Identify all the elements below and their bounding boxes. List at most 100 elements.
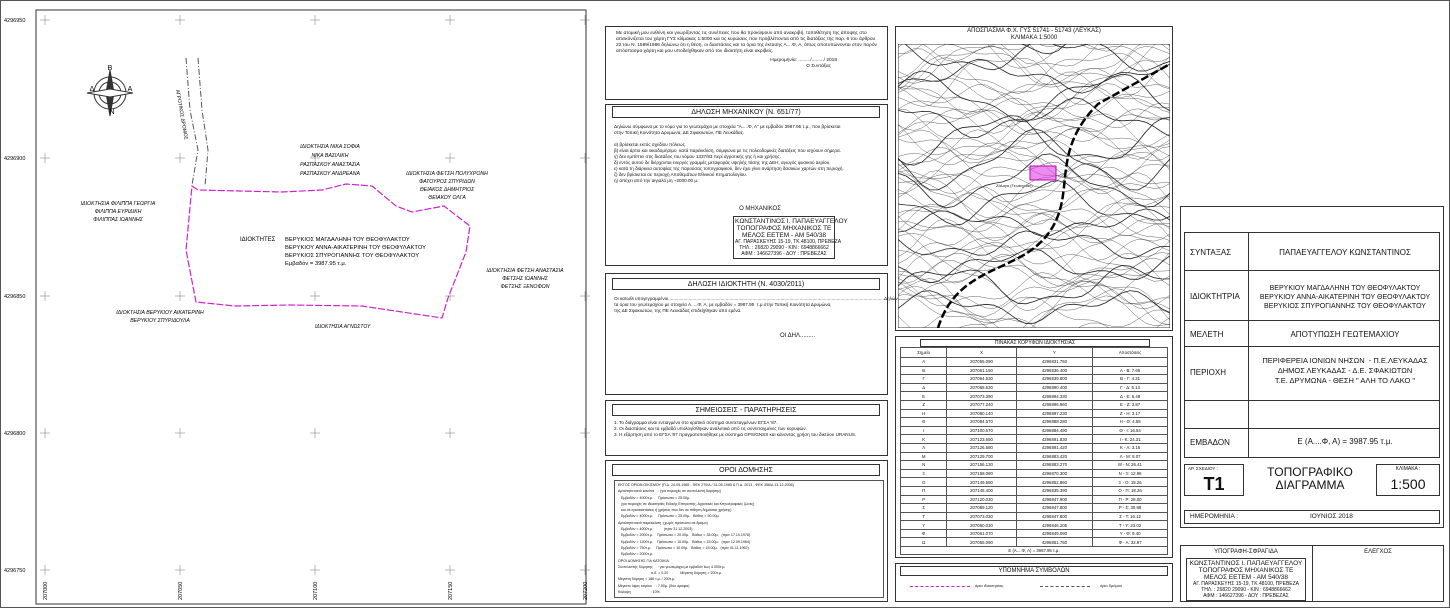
owner-label: ΒΕΡΥΚΙΟΥ ΣΠΥΡΙΔΟΥΛΑ <box>130 318 190 324</box>
owner-label: ΙΔΙΟΚΤΗΣΙΑ ΦΕΤΣΗ ΑΝΑΣΤΑΣΙΑ <box>486 268 564 274</box>
map-box <box>895 26 1173 331</box>
title-grid <box>1184 232 1440 458</box>
contour <box>898 127 1170 160</box>
vertex-row: Λ 207126.580 4296891.420 Κ - Λ: 3.16 <box>899 442 1168 453</box>
y-coord-label: 4296800 <box>4 431 25 437</box>
vertex-cell: 4296839.800 <box>1015 374 1094 384</box>
vertex-cell: 4296831.750 <box>1015 357 1094 367</box>
text-line: ΒΕΡΥΚΙΟΣ ΣΠΥΡΟΓΙΑΝΝΗΣ ΤΟΥ ΘΕΟΦΥΛΑΚΤΟΥ <box>1264 303 1426 310</box>
table-footer: Ε (Α....Φ, Α) = 3987.95 τ.μ. <box>900 546 1168 556</box>
drawing-no-box <box>1184 464 1244 496</box>
y-coord-label: 4296750 <box>4 568 25 574</box>
vertex-cell: 207120.030 <box>946 494 1017 505</box>
vertex-cell: 4296891.420 <box>1015 442 1094 453</box>
x-coord-label: 207100 <box>313 582 319 600</box>
contour <box>898 297 1170 328</box>
owner-decl-title: ΔΗΛΩΣΗ ΙΔΙΟΚΤΗΤΗ (Ν. 4030/2011) <box>612 278 880 290</box>
vertex-cell: 4296847.800 <box>1015 511 1094 522</box>
owner-label: ΦΕΤΣΗΣ ΞΕΝΟΦΩΝ <box>500 284 549 290</box>
compass-label: Α <box>128 86 133 93</box>
vertex-cell: Η - Θ: 4.55 <box>1092 417 1168 427</box>
vertex-cell: 207061.070 <box>946 528 1017 539</box>
text-line: ΑΦΜ : 146627396 - ΔΟΥ : ΠΡΕΒΕΖΑΣ <box>1203 593 1289 599</box>
text-line: ΔΙΑΓΡΑΜΜΑ <box>1275 478 1345 492</box>
owner-label: ΙΔΙΟΚΤΗΣΙΑ ΦΙΛΙΠΠΑ ΓΕΩΡΓΙΑ <box>81 201 156 207</box>
vertex-cell: 4296894.330 <box>1015 391 1094 401</box>
vertex-cell: Ο <box>899 477 948 487</box>
vertex-row: Ι 207100.670 4296884.490 Θ - Ι: 16.54 <box>899 425 1168 436</box>
vertex-cell: Λ - Μ: 8.07 <box>1092 451 1168 462</box>
x-coord-label: 207050 <box>178 582 184 600</box>
vertices-table: Σημείο Χ Υ Αποστάσεις Α 207055.090 4296831.750… <box>899 347 1168 556</box>
label: ΑΡ. ΣΧΕΔΙΟΥ : <box>1188 466 1218 471</box>
drawing-frame <box>35 9 587 605</box>
contour <box>1020 44 1067 55</box>
text-line: ε) κατά τη διάρκεια αυτοψίας της παρούσα… <box>614 166 844 171</box>
contour <box>898 128 1170 168</box>
vertex-cell: Ζ - Η: 3.17 <box>1092 408 1168 419</box>
contour <box>922 44 1170 62</box>
vertex-row: Σ 207089.120 4296847.800 Ρ - Σ: 30.88 <box>899 503 1168 513</box>
text-line: ΤΟΠΟΓΡΑΦΙΚΟ <box>1267 465 1353 479</box>
vertex-cell: Υ <box>899 520 948 530</box>
y-coord-label: 4296900 <box>4 156 25 162</box>
owner-label: ΡΑΣΠΑΣΚΟΥ ΑΝΔΡΕΑΝΑ <box>300 171 360 177</box>
vertex-row: Φ 207061.070 4296849.090 Υ - Φ: 9.40 <box>899 528 1168 539</box>
row-line <box>1184 270 1440 271</box>
owner-label: ΡΑΣΠΑΣΚΟΥ ΑΝΑΣΤΑΣΙΑ <box>300 162 360 168</box>
owner-label: ΘΕΙΑΚΟΣ ΔΗΜΗΤΡΙΟΣ <box>420 187 475 193</box>
owners-line: Εμβαδόν = 3987.95 τ.μ. <box>285 260 347 267</box>
contour <box>898 109 1170 151</box>
vertices-title: ΠΙΝΑΚΑΣ ΚΟΡΥΦΩΝ ΙΔΙΟΚΤΗΣΙΑΣ <box>920 339 1150 347</box>
text-line: ΠΕΡΙΦΕΡΕΙΑ ΙΟΝΙΩΝ ΝΗΣΩΝ - Π.Ε.ΛΕΥΚΑΔΑΣ <box>1262 356 1428 365</box>
vertex-cell: Μ <box>899 451 948 462</box>
text-line: Εμβαδόν = 4000τ.μ. (πριν 31.12.2003) <box>618 527 693 532</box>
text-line: β) είναι άρτιο και οικοδομήσιμο κατά παρ… <box>614 148 841 153</box>
owner-label: ΦΙΛΙΠΠΑ ΕΥΡΙΔΙΚΗ <box>95 209 142 215</box>
responsibility-box: Με ατομική μου ευθύνη και γνωρίζοντας τι… <box>605 26 888 100</box>
engineer-stamp: ΚΩΝΣΤΑΝΤΙΝΟΣ Ι. ΠΑΠΑΕΥΑΓΓΕΛΟΥ ΤΟΠΟΓΡΑΦΟΣ … <box>733 216 848 259</box>
contour <box>898 70 1170 123</box>
text-line: και σε εγκαταστάσεις ή χρήσεις που δεν σ… <box>618 508 732 513</box>
vertex-row: Α 207055.090 4296831.750 <box>899 357 1168 367</box>
vertex-row: Π 207145.400 4296835.390 Ο - Π: 18.26 <box>899 485 1168 496</box>
vertex-cell: 4296847.800 <box>1015 503 1094 513</box>
legend-swatch <box>1040 586 1090 587</box>
vertex-cell: Β <box>899 365 948 376</box>
vertex-cell: Ξ <box>899 468 948 479</box>
contour <box>898 109 1170 142</box>
label: ΣΥΝΤΑΞΑΣ <box>1190 248 1232 257</box>
table-header: Σημείο Χ Υ Αποστάσεις <box>899 347 1168 358</box>
owner-label: ΦΙΛΙΠΠΑΣ ΙΩΑΝΝΗΣ <box>93 217 143 223</box>
text-line: δ) εντός αυτού δε διέρχονται ενεργές γρα… <box>614 160 831 165</box>
col-line <box>1248 232 1249 458</box>
contour <box>898 264 1170 305</box>
vertex-cell: Θ <box>899 417 948 427</box>
contour <box>898 280 1170 317</box>
scale: 1:500 <box>1390 476 1426 492</box>
vertex-cell: Ε - Ζ: 3.87 <box>1092 399 1168 410</box>
text-line: 3. Η εξάρτηση από το ΕΓΣΑ '87 πραγματοπο… <box>614 432 857 437</box>
vertex-cell: 207129.700 <box>946 451 1017 462</box>
footer-cell: Ε (Α....Φ, Α) = 3987.95 τ.μ. <box>900 546 1168 556</box>
vertex-cell: 207061.150 <box>946 365 1017 376</box>
vertex-cell: Τ <box>899 511 948 522</box>
row-line <box>1184 400 1440 401</box>
date-line: Ημερομηνία: ........./........./ 2018 <box>770 58 837 63</box>
vertex-cell: Ι - Κ: 24.31 <box>1092 434 1168 444</box>
vertex-cell: 207073.030 <box>946 511 1017 522</box>
vertex-cell: Π - Ρ: 28.00 <box>1092 494 1168 505</box>
text-line: ΒΕΡΥΚΙΟΥ ΜΑΓΔΑΛΗΝΗ ΤΟΥ ΘΕΟΦΥΛΑΚΤΟΥ <box>1269 285 1421 292</box>
contour <box>898 83 1170 127</box>
vertex-cell: 207145.400 <box>946 485 1017 496</box>
contour <box>898 213 1170 258</box>
owners-label: ΙΔΙΟΚΤΗΤΕΣ <box>240 237 276 243</box>
compass <box>86 69 134 117</box>
notes-title: ΣΗΜΕΙΩΣΕΙΣ - ΠΑΡΑΤΗΡΗΣΕΙΣ <box>612 404 880 416</box>
contour <box>898 218 1170 279</box>
date: ΙΟΥΝΙΟΣ 2018 <box>1310 513 1353 520</box>
text-line: Εμβαδόν = 4000τ.μ. Πρόσωπο = 25.00μ. <box>618 495 691 500</box>
vertex-row: Μ 207129.700 4296883.420 Λ - Μ: 8.07 <box>899 451 1168 462</box>
text-line: της ΔΕ Σφακιωτών, της ΠΕ Λευκάδας επιδεί… <box>614 308 742 313</box>
text-line: σ.δ. = 0.20 Μέγιστη δόμηση = 200τ.μ. <box>618 571 722 576</box>
